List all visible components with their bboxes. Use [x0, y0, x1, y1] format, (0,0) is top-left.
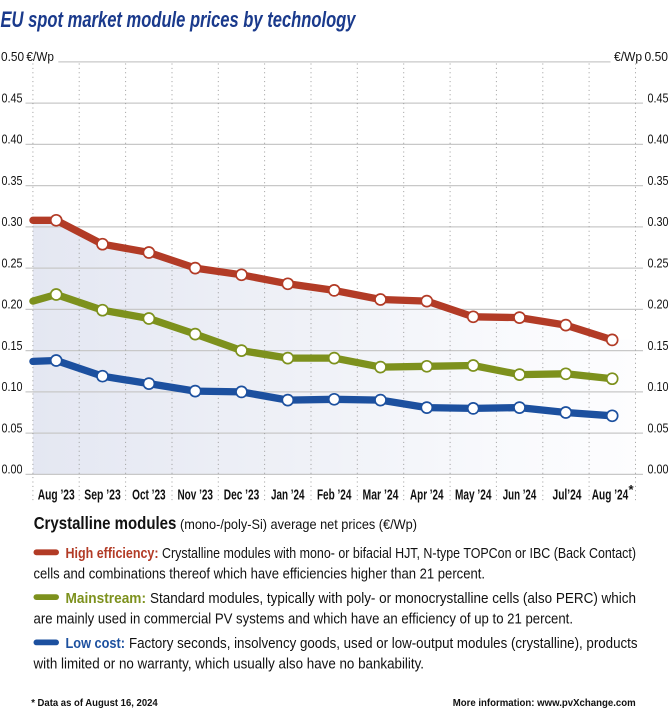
- svg-text:0.10: 0.10: [648, 379, 669, 394]
- svg-text:0.10: 0.10: [2, 379, 23, 394]
- svg-text:Mar ’24: Mar ’24: [363, 486, 399, 503]
- svg-text:Crystalline modules: Crystalline modules: [34, 513, 177, 533]
- svg-text:0.05: 0.05: [2, 420, 23, 435]
- svg-text:0.15: 0.15: [648, 338, 669, 353]
- svg-text:May ’24: May ’24: [455, 486, 492, 503]
- svg-text:0.20: 0.20: [648, 297, 669, 312]
- svg-text:(mono-/poly-Si) average net pr: (mono-/poly-Si) average net prices (€/Wp…: [180, 516, 417, 532]
- svg-text:Oct ’23: Oct ’23: [132, 486, 166, 503]
- svg-text:0.35: 0.35: [2, 173, 23, 188]
- svg-text:Factory seconds, insolvency go: Factory seconds, insolvency goods, used …: [129, 635, 638, 652]
- svg-text:0.00: 0.00: [2, 462, 23, 477]
- svg-text:Aug ’23: Aug ’23: [38, 486, 75, 503]
- svg-text:are mainly used in commercial: are mainly used in commercial PV systems…: [34, 610, 574, 627]
- svg-text:Low cost:: Low cost:: [66, 635, 126, 652]
- svg-text:More information: www.pvXchang: More information: www.pvXchange.com: [453, 697, 636, 709]
- svg-text:Apr ’24: Apr ’24: [410, 486, 444, 503]
- svg-text:0.25: 0.25: [648, 255, 669, 270]
- svg-text:Aug ’24: Aug ’24: [592, 486, 629, 503]
- svg-text:EU spot market module prices b: EU spot market module prices by technolo…: [1, 7, 357, 32]
- svg-text:Jan ’24: Jan ’24: [271, 486, 305, 503]
- svg-text:0.00: 0.00: [648, 462, 669, 477]
- svg-text:0.50 €/Wp: 0.50 €/Wp: [1, 49, 54, 64]
- svg-text:0.20: 0.20: [2, 297, 23, 312]
- svg-text:with limited or no warranty, w: with limited or no warranty, which usual…: [33, 656, 424, 673]
- svg-text:0.35: 0.35: [648, 173, 669, 188]
- svg-text:Nov ’23: Nov ’23: [177, 486, 213, 503]
- svg-text:0.30: 0.30: [2, 214, 23, 229]
- svg-text:High efficiency:: High efficiency:: [66, 545, 159, 562]
- svg-text:Jul’24: Jul’24: [553, 486, 582, 503]
- svg-text:0.05: 0.05: [648, 420, 669, 435]
- svg-text:0.30: 0.30: [648, 214, 669, 229]
- svg-text:Feb ’24: Feb ’24: [317, 486, 352, 503]
- svg-text:0.25: 0.25: [2, 255, 23, 270]
- svg-text:Mainstream:: Mainstream:: [66, 590, 147, 607]
- svg-text:Jun ’24: Jun ’24: [503, 486, 537, 503]
- svg-text:*: *: [629, 482, 635, 497]
- svg-text:* Data as of August 16, 2024: * Data as of August 16, 2024: [31, 697, 158, 709]
- svg-text:0.45: 0.45: [648, 90, 669, 105]
- svg-text:0.40: 0.40: [648, 132, 669, 147]
- svg-text:€/Wp 0.50: €/Wp 0.50: [614, 49, 668, 64]
- svg-text:cells and combinations thereof: cells and combinations thereof which hav…: [34, 566, 486, 583]
- svg-text:0.45: 0.45: [2, 90, 23, 105]
- svg-text:Sep ’23: Sep ’23: [84, 486, 121, 503]
- svg-text:0.15: 0.15: [2, 338, 23, 353]
- svg-text:Standard modules, typically wi: Standard modules, typically with poly- o…: [150, 590, 636, 607]
- svg-text:Dec ’23: Dec ’23: [224, 486, 260, 503]
- svg-text:0.40: 0.40: [2, 132, 23, 147]
- svg-text:Crystalline modules with mono-: Crystalline modules with mono- or bifaci…: [162, 545, 636, 562]
